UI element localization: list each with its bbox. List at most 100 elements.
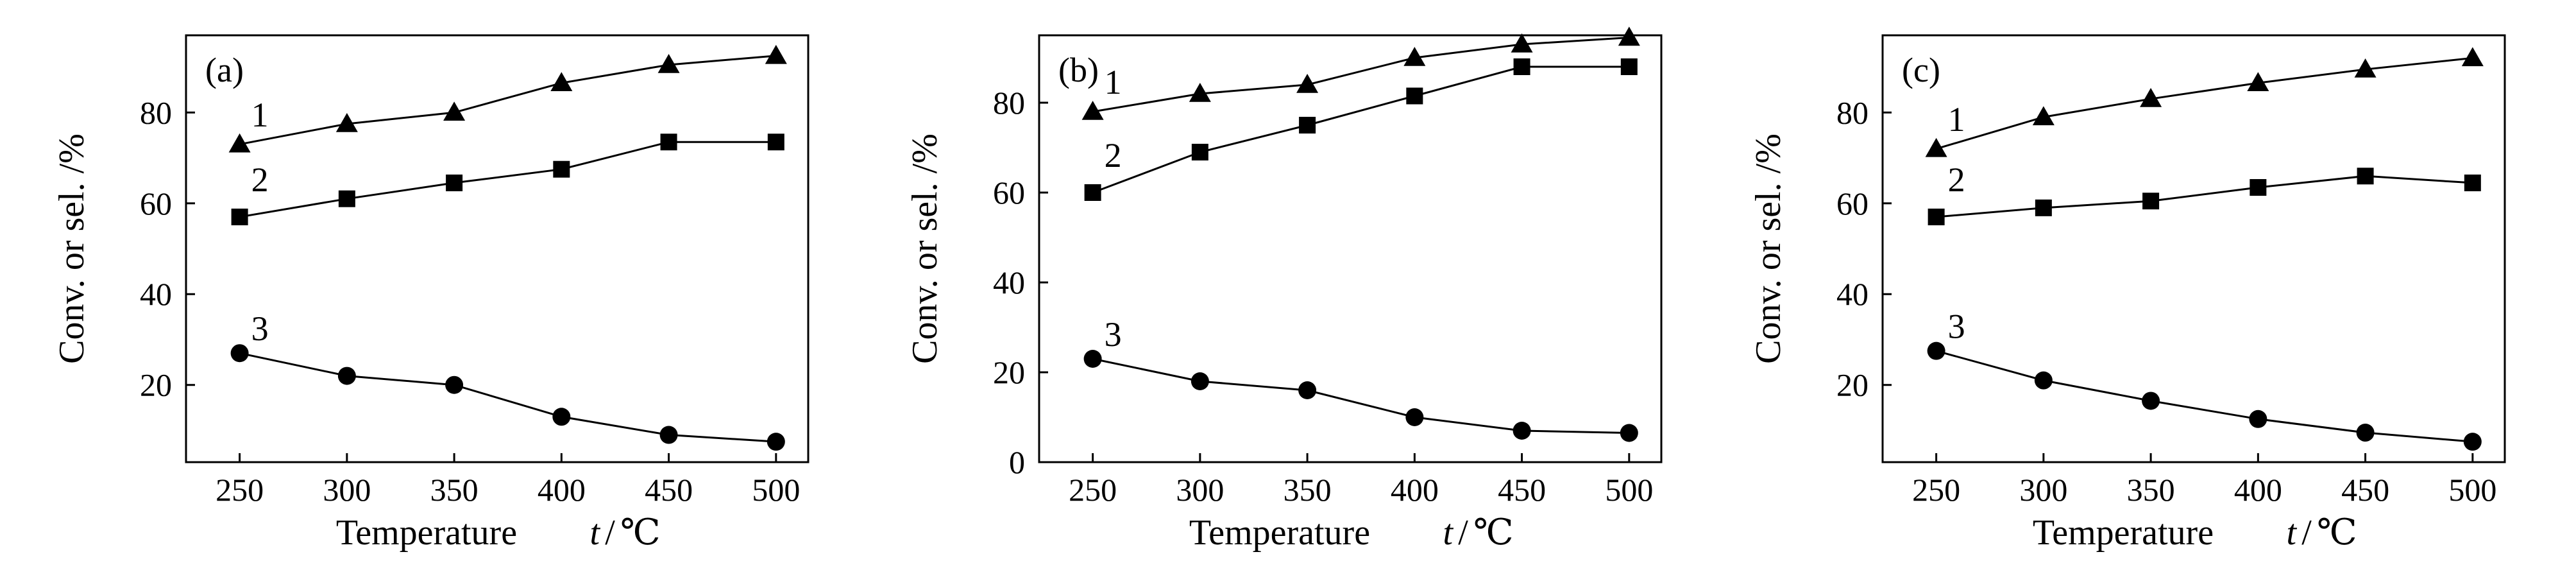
x-axis-symbol: t — [1443, 513, 1453, 553]
series-label: 1 — [1948, 100, 1965, 139]
data-point-triangle — [657, 53, 680, 73]
series-line — [239, 141, 776, 218]
data-point-circle — [2249, 410, 2267, 428]
data-point-square — [1620, 58, 1638, 75]
y-tick-label: 0 — [1009, 444, 1025, 480]
x-tick-label: 300 — [2019, 472, 2067, 508]
data-point-circle — [337, 367, 356, 385]
data-point-circle — [445, 375, 464, 394]
data-point-square — [1191, 144, 1208, 160]
x-tick-label: 350 — [2127, 472, 2175, 508]
x-tick-label: 300 — [323, 472, 371, 508]
x-tick-label: 250 — [216, 472, 264, 508]
y-tick-label: 20 — [993, 354, 1025, 390]
data-point-circle — [1405, 408, 1424, 426]
y-axis-title: Conv. or sel. /% — [905, 134, 945, 364]
data-point-triangle — [2247, 72, 2269, 92]
x-tick-label: 500 — [1605, 472, 1653, 508]
y-tick-label: 60 — [993, 175, 1025, 211]
y-tick-label: 60 — [140, 186, 172, 221]
data-point-triangle — [2140, 88, 2162, 107]
data-point-triangle — [228, 133, 251, 153]
x-tick-label: 400 — [538, 472, 586, 508]
data-point-square — [1513, 58, 1530, 75]
plot-frame — [1038, 34, 1663, 463]
series-line — [1936, 56, 2473, 150]
x-axis-title: Temperature — [2033, 513, 2214, 553]
x-tick-label: 450 — [645, 472, 693, 508]
x-tick-label: 500 — [752, 472, 800, 508]
data-point-circle — [1191, 372, 1209, 390]
x-tick-label: 450 — [2341, 472, 2389, 508]
y-tick-label: 40 — [1836, 276, 1868, 312]
series-label: 3 — [251, 309, 269, 348]
x-axis-slash: / — [2301, 513, 2312, 553]
data-point-circle — [2034, 371, 2053, 390]
series-label: 3 — [1105, 315, 1122, 354]
data-point-square — [1299, 117, 1316, 134]
y-tick-label: 60 — [1836, 186, 1868, 221]
data-point-triangle — [2032, 106, 2055, 126]
panel-label: (c) — [1902, 51, 1940, 89]
chart-panel-2: 250 300 350 400 450 500 0 20 40 60 80 Temperature t /… — [905, 26, 1663, 553]
y-tick-label: 80 — [993, 85, 1025, 121]
data-point-square — [553, 160, 570, 178]
series-label: 1 — [251, 96, 269, 134]
data-point-square — [1084, 184, 1101, 201]
data-point-circle — [552, 408, 571, 426]
data-point-square — [2357, 168, 2374, 185]
x-tick-label: 250 — [1069, 472, 1117, 508]
series-label: 2 — [251, 160, 269, 199]
data-point-triangle — [2354, 58, 2377, 78]
data-point-square — [1406, 87, 1423, 105]
y-tick-label: 40 — [993, 264, 1025, 300]
x-tick-label: 400 — [2234, 472, 2282, 508]
series-label: 2 — [1948, 160, 1965, 199]
x-axis-unit: ℃ — [620, 513, 661, 553]
series-2: 2 — [1084, 58, 1638, 201]
series-line — [1936, 175, 2473, 218]
y-tick-label: 40 — [140, 276, 172, 312]
series-3: 3 — [230, 309, 785, 451]
data-point-circle — [2463, 433, 2482, 451]
x-axis-unit: ℃ — [2317, 513, 2357, 553]
x-axis-title: Temperature — [336, 513, 517, 553]
series-2: 2 — [231, 134, 784, 225]
data-point-circle — [767, 433, 785, 451]
series-label: 1 — [1105, 63, 1122, 101]
chart-panel-1: 250 300 350 400 450 500 20 40 60 80 Temperature t / ℃… — [52, 34, 809, 553]
data-point-triangle — [2461, 47, 2484, 67]
data-point-triangle — [1189, 83, 1211, 102]
data-point-circle — [1298, 381, 1317, 399]
y-tick-label: 80 — [140, 94, 172, 130]
chart-panel-3: 250 300 350 400 450 500 20 40 60 80 Temperature t / ℃… — [1749, 34, 2506, 553]
data-point-square — [660, 134, 677, 151]
data-point-triangle — [335, 112, 358, 132]
data-point-circle — [1927, 341, 1945, 360]
series-3: 3 — [1083, 315, 1638, 442]
data-point-triangle — [1403, 47, 1426, 66]
y-tick-label: 20 — [1836, 367, 1868, 403]
x-tick-label: 450 — [1498, 472, 1546, 508]
x-axis-slash: / — [605, 513, 615, 553]
data-point-triangle — [1081, 101, 1104, 120]
data-point-square — [2035, 199, 2052, 216]
data-point-circle — [1083, 350, 1102, 368]
data-point-square — [767, 134, 784, 151]
x-axis-title: Temperature — [1189, 513, 1370, 553]
y-axis-title: Conv. or sel. /% — [1749, 134, 1788, 364]
series-1: 1 — [1081, 26, 1640, 120]
x-tick-label: 400 — [1391, 472, 1439, 508]
panel-label: (a) — [205, 51, 244, 89]
series-label: 2 — [1105, 136, 1122, 175]
data-point-triangle — [443, 101, 466, 121]
series-1: 1 — [1925, 47, 2484, 157]
data-point-circle — [230, 344, 249, 363]
x-axis-slash: / — [1458, 513, 1468, 553]
series-line — [239, 352, 776, 443]
plot-frame — [185, 34, 809, 463]
data-point-square — [446, 174, 463, 191]
data-point-circle — [2142, 392, 2160, 410]
data-point-triangle — [1925, 137, 1947, 157]
x-tick-label: 500 — [2448, 472, 2496, 508]
